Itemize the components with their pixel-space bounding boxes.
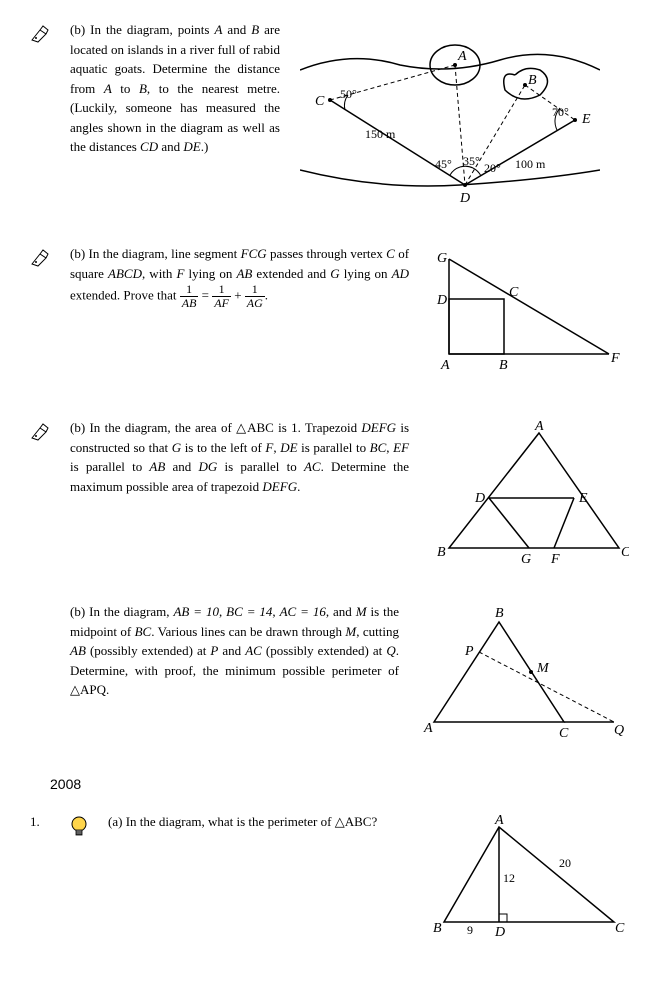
svg-text:A: A — [534, 419, 544, 434]
svg-text:150 m: 150 m — [365, 127, 396, 141]
fraction: 1AB — [180, 283, 199, 310]
part-label: (b) — [70, 420, 85, 435]
diagram-4: B A C Q P M — [419, 602, 629, 746]
svg-text:100 m: 100 m — [515, 157, 546, 171]
problem-text: (b) In the diagram, line segment FCG pas… — [70, 244, 419, 310]
svg-text:E: E — [581, 112, 591, 127]
svg-text:B: B — [437, 545, 446, 560]
svg-text:B: B — [433, 921, 442, 936]
part-label: (b) — [70, 22, 85, 37]
svg-text:P: P — [464, 644, 474, 659]
svg-text:B: B — [495, 606, 504, 621]
problem-text: (b) In the diagram, AB = 10, BC = 14, AC… — [70, 602, 409, 700]
svg-text:D: D — [436, 293, 447, 308]
svg-text:D: D — [494, 925, 505, 940]
problem-text: (b) In the diagram, the area of △ABC is … — [70, 418, 419, 496]
problem-text: (a) In the diagram, what is the perimete… — [108, 812, 419, 832]
svg-text:C: C — [559, 726, 569, 741]
bulb-icon — [68, 812, 98, 844]
svg-text:B: B — [499, 358, 508, 373]
problem-1: (b) In the diagram, points A and B are l… — [30, 20, 629, 214]
svg-text:9: 9 — [467, 923, 473, 937]
year-heading: 2008 — [50, 776, 629, 792]
svg-text:E: E — [578, 491, 588, 506]
diagram-3: A B C D E F G — [429, 418, 629, 572]
svg-text:A: A — [494, 813, 504, 828]
part-label: (a) — [108, 814, 122, 829]
svg-text:D: D — [474, 491, 485, 506]
problem-4: (b) In the diagram, AB = 10, BC = 14, AC… — [30, 602, 629, 746]
svg-text:A: A — [423, 721, 433, 736]
blank-icon — [30, 602, 60, 604]
svg-text:35°: 35° — [463, 154, 480, 168]
svg-text:50°: 50° — [340, 87, 357, 101]
problem-2: (b) In the diagram, line segment FCG pas… — [30, 244, 629, 388]
part-label: (b) — [70, 246, 85, 261]
svg-text:70°: 70° — [552, 105, 569, 119]
svg-text:45°: 45° — [435, 157, 452, 171]
svg-text:M: M — [536, 661, 550, 676]
svg-text:12: 12 — [503, 871, 515, 885]
svg-text:C: C — [621, 545, 629, 560]
svg-text:20°: 20° — [484, 161, 501, 175]
diagram-2: A B C D F G — [429, 244, 629, 388]
svg-text:A: A — [440, 358, 450, 373]
svg-text:C: C — [509, 285, 519, 300]
svg-text:G: G — [521, 552, 531, 567]
svg-text:C: C — [315, 94, 325, 109]
fraction: 1AG — [245, 283, 265, 310]
svg-text:G: G — [437, 251, 447, 266]
hand-icon — [30, 418, 60, 446]
svg-text:20: 20 — [559, 856, 571, 870]
question-number: 1. — [30, 812, 58, 830]
svg-text:C: C — [615, 921, 625, 936]
diagram-5: A B C D 12 20 9 — [429, 812, 629, 946]
svg-text:F: F — [550, 552, 560, 567]
diagram-1: A B C D E 50° 70° 45° 35° 20° 150 m 100 … — [300, 20, 600, 214]
hand-icon — [30, 244, 60, 272]
problem-text: (b) In the diagram, points A and B are l… — [70, 20, 290, 157]
svg-text:F: F — [610, 351, 620, 366]
svg-text:D: D — [459, 191, 470, 206]
svg-text:A: A — [457, 49, 467, 64]
problem-3: (b) In the diagram, the area of △ABC is … — [30, 418, 629, 572]
part-label: (b) — [70, 604, 85, 619]
fraction: 1AF — [212, 283, 231, 310]
svg-text:Q: Q — [614, 723, 624, 738]
problem-5: 1. (a) In the diagram, what is the perim… — [30, 812, 629, 946]
hand-icon — [30, 20, 60, 48]
svg-text:B: B — [528, 73, 537, 88]
